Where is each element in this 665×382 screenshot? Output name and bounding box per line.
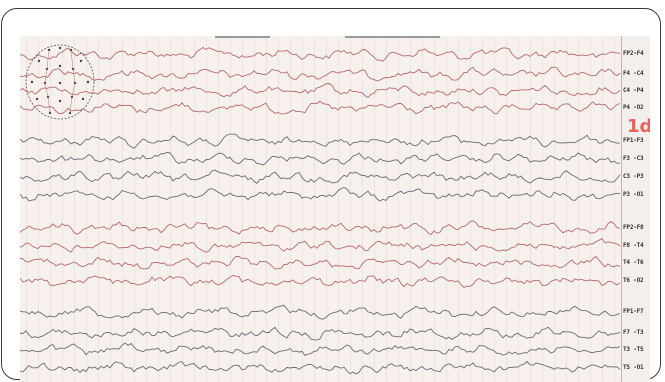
lead-label: F7 -T3 — [623, 329, 644, 336]
lead-label: P4 -O2 — [623, 104, 644, 111]
grid-line — [398, 36, 399, 382]
top-marker — [345, 36, 440, 38]
grid-line — [590, 36, 591, 382]
grid-line — [470, 36, 471, 382]
grid-line — [230, 36, 231, 382]
lead-label: T5 -O1 — [623, 364, 644, 371]
grid-line — [242, 36, 243, 382]
eeg-trace — [20, 83, 621, 98]
lead-label: C4 -P4 — [623, 87, 644, 94]
eeg-trace — [20, 100, 621, 115]
lead-label: FP2-F4 — [623, 50, 644, 57]
eeg-trace — [20, 274, 621, 289]
grid-line — [458, 36, 459, 382]
lead-label: FP2-F8 — [623, 224, 644, 231]
lead-label: FP1-F7 — [623, 308, 644, 315]
grid-line — [146, 36, 147, 382]
lead-label: T6 -O2 — [623, 277, 644, 284]
grid-line — [362, 36, 363, 382]
grid-line — [374, 36, 375, 382]
lead-label: T4 -T6 — [623, 259, 644, 266]
grid-line — [434, 36, 435, 382]
eeg-trace — [20, 238, 621, 253]
grid-line — [206, 36, 207, 382]
grid-line — [314, 36, 315, 382]
grid-line — [338, 36, 339, 382]
eeg-trace — [20, 304, 621, 320]
grid-line — [566, 36, 567, 382]
electrode-head-map-icon — [25, 44, 95, 120]
lead-label: F3 -C3 — [623, 155, 644, 162]
eeg-paper: FP2-F4 F4 -C4 C4 -P4 P4 -O2 FP1-F3 F3 -C3 C3 -… — [20, 36, 650, 382]
grid-line — [410, 36, 411, 382]
lead-label: FP1-F3 — [623, 137, 644, 144]
lead-label: T3 -T5 — [623, 346, 644, 353]
grid-line — [254, 36, 255, 382]
grid-line — [170, 36, 171, 382]
eeg-trace — [20, 169, 621, 185]
grid-line — [74, 36, 75, 382]
grid-line — [50, 36, 51, 382]
eeg-trace — [20, 151, 620, 166]
grid-line — [218, 36, 219, 382]
lead-label: F8 -T4 — [623, 242, 644, 249]
grid-line — [506, 36, 507, 382]
grid-line — [350, 36, 351, 382]
grid-line — [62, 36, 63, 382]
grid-line — [110, 36, 111, 382]
grid-line — [134, 36, 135, 382]
grid-line — [98, 36, 99, 382]
grid-line — [614, 36, 615, 382]
grid-line — [86, 36, 87, 382]
grid-line — [554, 36, 555, 382]
grid-line — [302, 36, 303, 382]
grid-line — [38, 36, 39, 382]
grid-line — [530, 36, 531, 382]
grid-line — [266, 36, 267, 382]
grid-line — [518, 36, 519, 382]
eeg-trace — [20, 66, 621, 82]
panel-id: 1d — [627, 116, 650, 137]
grid-line — [182, 36, 183, 382]
grid-line — [290, 36, 291, 382]
grid-line — [326, 36, 327, 382]
grid-line — [482, 36, 483, 382]
grid-line — [446, 36, 447, 382]
grid-line — [386, 36, 387, 382]
lead-label: F4 -C4 — [623, 70, 644, 77]
eeg-trace — [20, 133, 621, 149]
grid-line — [578, 36, 579, 382]
eeg-trace — [20, 326, 621, 341]
eeg-trace — [20, 342, 621, 356]
grid-line — [494, 36, 495, 382]
grid-line — [26, 36, 27, 382]
eeg-trace — [20, 255, 621, 270]
grid-line — [122, 36, 123, 382]
grid-line — [194, 36, 195, 382]
grid-line — [278, 36, 279, 382]
eeg-trace — [20, 220, 621, 236]
eeg-trace — [20, 360, 621, 375]
eeg-traces — [20, 46, 621, 375]
lead-label-strip — [621, 36, 650, 382]
eeg-trace — [20, 46, 621, 62]
top-marker — [215, 36, 270, 38]
eeg-trace — [20, 187, 621, 202]
grid-line — [602, 36, 603, 382]
grid-line — [422, 36, 423, 382]
grid-line — [158, 36, 159, 382]
lead-label: C3 -P3 — [623, 173, 644, 180]
grid-line — [542, 36, 543, 382]
lead-label: P3 -O1 — [623, 191, 644, 198]
figure-frame: FP2-F4 F4 -C4 C4 -P4 P4 -O2 FP1-F3 F3 -C3 C3 -… — [1, 8, 661, 382]
